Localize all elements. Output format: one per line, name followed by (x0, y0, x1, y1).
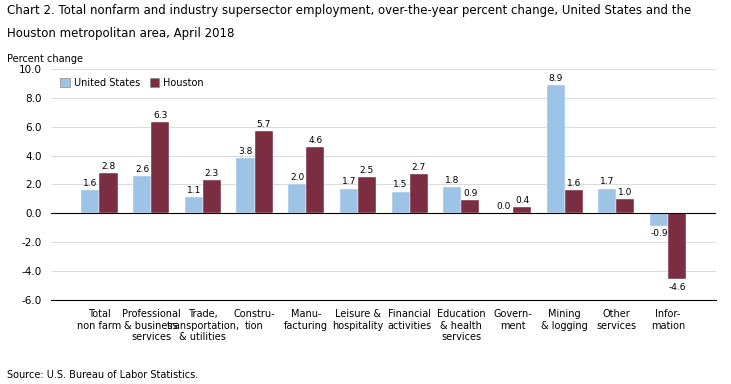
Bar (306, 147, 325, 213)
Text: 0.9: 0.9 (463, 189, 477, 198)
Text: 1.0: 1.0 (618, 187, 632, 197)
Text: 0.4: 0.4 (515, 196, 529, 205)
Bar (461, 200, 480, 213)
Text: 1.1: 1.1 (186, 186, 201, 195)
Bar (81, 190, 99, 213)
Text: 4.6: 4.6 (308, 136, 322, 145)
Text: 5.7: 5.7 (257, 120, 270, 129)
Bar (340, 189, 358, 213)
Bar (513, 207, 531, 213)
Bar (151, 122, 170, 213)
Text: 2.7: 2.7 (412, 163, 425, 172)
Bar (443, 187, 461, 213)
Text: Houston metropolitan area, April 2018: Houston metropolitan area, April 2018 (7, 27, 235, 40)
Bar (598, 189, 616, 213)
Bar (236, 159, 254, 213)
Bar (409, 174, 428, 213)
Text: 2.8: 2.8 (102, 162, 115, 170)
Bar (547, 85, 564, 213)
Text: 2.5: 2.5 (360, 166, 374, 175)
Bar (358, 177, 376, 213)
Bar (185, 197, 203, 213)
Text: -0.9: -0.9 (650, 229, 668, 238)
Text: 0.0: 0.0 (497, 202, 511, 211)
Text: 1.7: 1.7 (341, 177, 356, 187)
Text: 1.6: 1.6 (567, 179, 581, 188)
Bar (650, 213, 668, 226)
Text: 3.8: 3.8 (238, 147, 253, 156)
Legend: United States, Houston: United States, Houston (56, 74, 208, 92)
Bar (616, 199, 635, 213)
Text: Chart 2. Total nonfarm and industry supersector employment, over-the-year percen: Chart 2. Total nonfarm and industry supe… (7, 4, 692, 17)
Text: -4.6: -4.6 (668, 283, 686, 291)
Bar (133, 176, 151, 213)
Bar (99, 173, 118, 213)
Bar (288, 184, 306, 213)
Bar (203, 180, 221, 213)
Text: 2.3: 2.3 (205, 169, 219, 178)
Bar (254, 131, 273, 213)
Text: 8.9: 8.9 (548, 74, 563, 83)
Text: Source: U.S. Bureau of Labor Statistics.: Source: U.S. Bureau of Labor Statistics. (7, 370, 199, 380)
Text: 2.6: 2.6 (135, 164, 149, 174)
Bar (668, 213, 686, 280)
Text: 1.5: 1.5 (393, 180, 408, 189)
Bar (392, 192, 409, 213)
Text: 1.7: 1.7 (600, 177, 615, 187)
Text: 1.6: 1.6 (83, 179, 98, 188)
Text: 1.8: 1.8 (445, 176, 460, 185)
Text: 6.3: 6.3 (153, 111, 167, 120)
Text: 2.0: 2.0 (290, 173, 304, 182)
Bar (564, 190, 583, 213)
Text: Percent change: Percent change (7, 54, 83, 64)
